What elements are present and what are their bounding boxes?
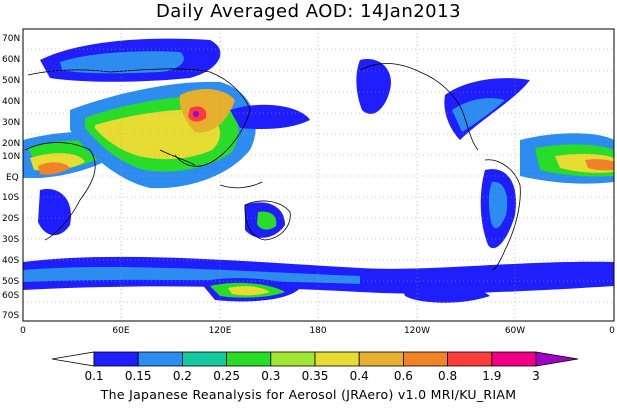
lat-label: 50N <box>2 76 20 86</box>
colorbar: 0.1 0.15 0.2 0.25 0.3 0.35 0.4 0.6 0.8 1.9 3 <box>51 351 579 383</box>
lon-axis: 0 60E 120E 180 120W 60W 0 <box>20 326 615 336</box>
colorbar-label: 0.2 <box>173 369 192 383</box>
graticule <box>23 29 614 321</box>
lat-label: 60N <box>2 55 20 65</box>
lat-label: 30S <box>2 235 19 245</box>
map-frame <box>22 28 615 322</box>
colorbar-label: 0.8 <box>438 369 457 383</box>
lat-label: 70S <box>2 311 19 321</box>
lon-label: 0 <box>609 326 615 336</box>
colorbar-label: 0.6 <box>394 369 413 383</box>
colorbar-segment <box>314 351 360 367</box>
colorbar-segment <box>51 351 95 367</box>
colorbar-label: 0.35 <box>302 369 329 383</box>
lat-label: EQ <box>6 173 19 183</box>
colorbar-segment <box>535 351 579 367</box>
colorbar-segment <box>226 351 272 367</box>
colorbar-label: 0.4 <box>350 369 369 383</box>
lat-axis: 70N 60N 50N 40N 30N 20N 10N EQ 10S 20S 3… <box>2 34 20 321</box>
colorbar-segment <box>358 351 404 367</box>
lat-label: 20S <box>2 214 19 224</box>
lat-label: 50S <box>2 277 19 287</box>
lat-label: 30N <box>2 118 20 128</box>
lat-label: 10N <box>2 152 20 162</box>
lat-label: 10S <box>2 193 19 203</box>
lon-label: 60W <box>505 326 525 336</box>
lat-label: 40S <box>2 256 19 266</box>
colorbar-segment <box>402 351 448 367</box>
lon-label: 60E <box>112 326 129 336</box>
lon-label: 180 <box>309 326 326 336</box>
colorbar-segment <box>181 351 227 367</box>
lat-label: 60S <box>2 291 19 301</box>
colorbar-segment <box>270 351 316 367</box>
colorbar-label: 0.1 <box>84 369 103 383</box>
aod-field <box>23 38 614 303</box>
map-title: Daily Averaged AOD: 14Jan2013 <box>155 1 462 22</box>
colorbar-segment <box>93 351 139 367</box>
colorbar-label: 0.3 <box>261 369 280 383</box>
lat-label: 20N <box>2 139 20 149</box>
footer-credit: The Japanese Reanalysis for Aerosol (JRA… <box>100 387 517 402</box>
colorbar-label: 0.15 <box>125 369 152 383</box>
colorbar-label: 0.25 <box>213 369 240 383</box>
lat-label: 70N <box>2 34 20 44</box>
lon-label: 120W <box>404 326 430 336</box>
colorbar-segment <box>447 351 493 367</box>
coastlines <box>24 63 521 271</box>
colorbar-segment <box>137 351 183 367</box>
colorbar-segment <box>491 351 537 367</box>
lat-label: 40N <box>2 97 20 107</box>
lon-label: 120E <box>209 326 232 336</box>
colorbar-label: 3 <box>532 369 540 383</box>
lon-label: 0 <box>20 326 26 336</box>
colorbar-label: 1.9 <box>482 369 501 383</box>
